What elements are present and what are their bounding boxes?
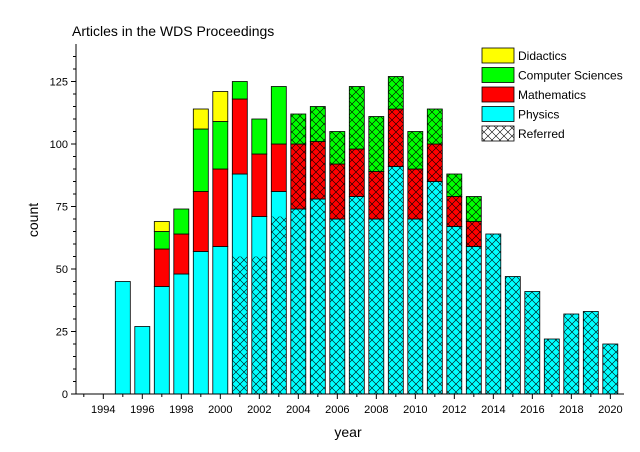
bar-computer-sciences-1997 <box>153 231 170 250</box>
bar-referred-2010 <box>407 131 423 394</box>
x-tick-label-2006: 2006 <box>325 404 349 416</box>
legend-label-referred: Referred <box>518 127 565 141</box>
bar-mathematics-1998 <box>173 233 190 275</box>
legend-swatch-didactics <box>481 47 515 64</box>
x-tick-label-2016: 2016 <box>520 404 544 416</box>
bar-mathematics-1997 <box>153 248 170 287</box>
bar-mathematics-2003 <box>270 143 287 192</box>
y-tick-label-50: 50 <box>56 264 68 276</box>
bar-physics-2000 <box>212 246 229 395</box>
legend-label-mathematics: Mathematics <box>518 88 586 102</box>
x-tick-label-2020: 2020 <box>598 404 622 416</box>
bar-referred-2009 <box>388 76 404 394</box>
bar-computer-sciences-2000 <box>212 121 229 170</box>
bar-referred-2002 <box>251 256 267 394</box>
bar-computer-sciences-2002 <box>251 118 268 155</box>
y-tick-label-125: 125 <box>50 77 68 89</box>
bar-didactics-1999 <box>192 108 209 130</box>
ticks-layer: 0 25 50 75 100 125 1994 1996 1998 2000 2002 2004 200… <box>50 56 623 416</box>
y-tick-label-75: 75 <box>56 202 68 214</box>
bar-computer-sciences-1998 <box>173 208 190 235</box>
bar-computer-sciences-1999 <box>192 128 209 192</box>
bar-mathematics-1999 <box>192 191 209 252</box>
bar-referred-2016 <box>524 291 540 394</box>
bar-referred-2007 <box>349 86 365 394</box>
x-tick-label-2018: 2018 <box>559 404 583 416</box>
y-tick-label-100: 100 <box>50 139 68 151</box>
bar-referred-2012 <box>446 174 462 394</box>
x-tick-label-2010: 2010 <box>403 404 427 416</box>
legend-label-computer-sciences: Computer Sciences <box>518 69 623 83</box>
bar-mathematics-2001 <box>231 98 248 175</box>
bar-physics-1996 <box>134 326 151 395</box>
bar-referred-2018 <box>563 314 579 394</box>
bar-physics-1998 <box>173 273 190 395</box>
bars-layer <box>114 76 619 395</box>
bar-computer-sciences-2003 <box>270 86 287 145</box>
legend-swatch-mathematics <box>481 86 515 103</box>
bar-physics-1997 <box>153 286 170 395</box>
bar-referred-2005 <box>310 106 326 394</box>
legend-label-didactics: Didactics <box>518 49 567 63</box>
x-tick-label-1994: 1994 <box>91 404 115 416</box>
bar-referred-2004 <box>290 114 306 394</box>
x-tick-label-1998: 1998 <box>169 404 193 416</box>
legend-label-physics: Physics <box>518 108 559 122</box>
bar-referred-2006 <box>329 131 345 394</box>
x-tick-label-2002: 2002 <box>247 404 271 416</box>
x-tick-label-2012: 2012 <box>442 404 466 416</box>
bar-referred-2020 <box>602 344 618 394</box>
bar-referred-2019 <box>583 311 599 394</box>
bar-computer-sciences-2001 <box>231 81 248 100</box>
bar-referred-2011 <box>427 109 443 394</box>
bar-referred-2017 <box>544 339 560 394</box>
y-tick-label-0: 0 <box>62 389 68 401</box>
bar-physics-1999 <box>192 251 209 395</box>
x-tick-label-2008: 2008 <box>364 404 388 416</box>
bar-mathematics-2002 <box>251 153 268 217</box>
bar-didactics-2000 <box>212 91 229 122</box>
x-tick-label-2004: 2004 <box>286 404 310 416</box>
bar-referred-2014 <box>485 234 501 394</box>
x-tick-label-1996: 1996 <box>130 404 154 416</box>
bar-didactics-1997 <box>153 221 170 232</box>
bar-mathematics-2000 <box>212 168 229 247</box>
legend-swatch-hatch-referred <box>482 126 514 141</box>
bar-referred-2008 <box>368 116 384 394</box>
x-tick-label-2000: 2000 <box>208 404 232 416</box>
chart-title: Articles in the WDS Proceedings <box>72 23 274 39</box>
bar-referred-2003 <box>271 216 287 394</box>
legend-swatch-physics <box>481 106 515 122</box>
x-tick-label-2014: 2014 <box>481 404 505 416</box>
bar-referred-2013 <box>466 196 482 394</box>
bar-referred-2001 <box>232 256 248 394</box>
bar-physics-1995 <box>114 281 131 395</box>
legend: Didactics Computer Sciences Mathematics Phy… <box>481 47 623 142</box>
y-tick-label-25: 25 <box>56 327 68 339</box>
legend-swatch-computer-sciences <box>481 67 515 83</box>
y-axis-title: count <box>25 203 41 237</box>
bar-referred-2015 <box>505 276 521 394</box>
x-axis-title: year <box>334 424 362 440</box>
